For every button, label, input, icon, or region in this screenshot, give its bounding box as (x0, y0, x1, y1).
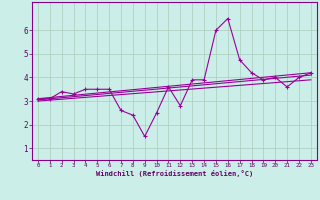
X-axis label: Windchill (Refroidissement éolien,°C): Windchill (Refroidissement éolien,°C) (96, 170, 253, 177)
